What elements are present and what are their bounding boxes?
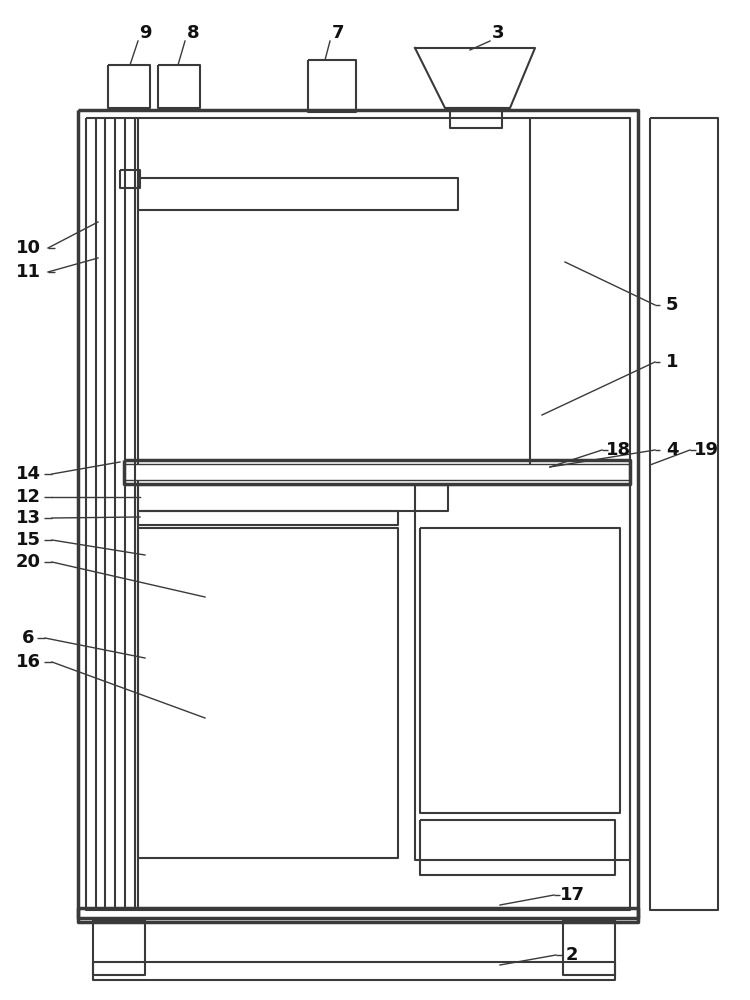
Text: 3: 3 <box>492 24 504 42</box>
Text: 20: 20 <box>16 553 40 571</box>
Text: 12: 12 <box>16 488 40 506</box>
Text: 7: 7 <box>332 24 344 42</box>
Text: 17: 17 <box>560 886 584 904</box>
Text: 2: 2 <box>566 946 578 964</box>
Text: 14: 14 <box>16 465 40 483</box>
Text: 13: 13 <box>16 509 40 527</box>
Text: 10: 10 <box>16 239 40 257</box>
Text: 6: 6 <box>22 629 34 647</box>
Text: 4: 4 <box>666 441 678 459</box>
Text: 18: 18 <box>605 441 631 459</box>
Text: 9: 9 <box>139 24 152 42</box>
Text: 1: 1 <box>666 353 678 371</box>
Text: 8: 8 <box>187 24 200 42</box>
Text: 16: 16 <box>16 653 40 671</box>
Text: 19: 19 <box>694 441 718 459</box>
Text: 11: 11 <box>16 263 40 281</box>
Text: 15: 15 <box>16 531 40 549</box>
Text: 5: 5 <box>666 296 678 314</box>
